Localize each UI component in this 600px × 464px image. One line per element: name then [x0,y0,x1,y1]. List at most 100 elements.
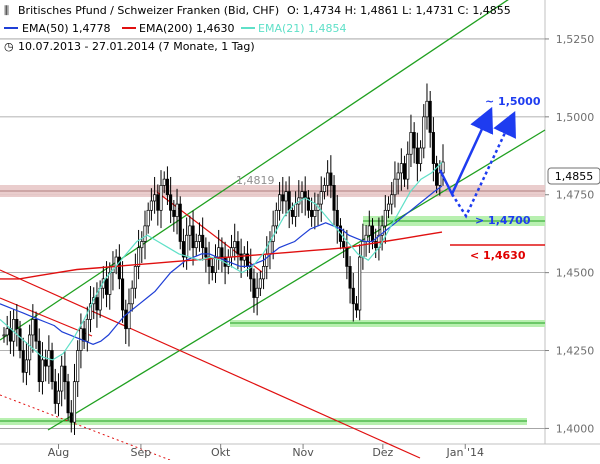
candle-body [438,172,442,186]
downtrend-line-dotted [0,394,171,461]
candle-body [130,287,134,305]
candle-body [412,132,416,149]
candle-body [383,209,387,227]
candle-body [370,225,375,242]
candle-body [233,241,237,249]
candle-body [15,319,19,330]
candle-body [201,234,205,249]
candle-body [329,172,333,186]
x-tick-label: Sep [131,446,152,459]
candle-body [5,328,9,336]
ema50-legend: EMA(50) 1,4778 [22,22,111,35]
candle-body [217,247,221,258]
candle-body [380,225,384,236]
candle-body [278,194,282,211]
candle-body [37,340,41,383]
candle-body [172,209,176,217]
last-price-label: 1,4855 [555,170,594,183]
candle-body [274,209,278,227]
candle-body [319,191,323,205]
candle-body [435,163,439,186]
candle-body [133,266,137,289]
candle-body [197,234,202,242]
x-axis: Aug Sep Okt Nov Dez Jan '14 [48,444,484,459]
candle-body [345,247,349,267]
clock-icon: ◷ [4,40,14,53]
label-level-1-4819: 1,4819 [236,174,275,187]
chart-title: Britisches Pfund / Schweizer Franken (Bi… [18,4,279,17]
x-tick-label: Nov [292,446,314,459]
candle-body [162,178,166,186]
period-label: 10.07.2013 - 27.01.2014 (7 Monate, 1 Tag… [18,40,255,53]
candle-body [396,172,400,180]
candle-body [188,225,192,236]
candle-body [149,200,153,211]
y-tick-label: 1,4000 [556,422,595,435]
header-legend: ⫼ Britisches Pfund / Schweizer Franken (… [4,4,511,53]
candle-body [181,241,185,258]
candle-body [367,225,371,236]
candle-body [76,350,80,383]
candle-body [210,266,214,273]
candle-body [364,234,368,242]
candle-body [220,247,224,258]
candle-body [431,132,435,164]
candle-body [281,194,285,202]
candle-body [229,247,234,258]
ema200-line [0,231,443,280]
candle-body [290,209,294,217]
y-tick-label: 1,4750 [556,189,595,202]
candle-body [108,272,112,295]
candle-body [40,359,45,383]
candle-body [402,163,407,180]
candle-body [44,359,48,367]
candle-body [175,203,179,217]
ohlc-values: O: 1,4734 H: 1,4861 L: 1,4731 C: 1,4855 [287,4,511,17]
candle-body [143,225,147,242]
candle-body [265,253,269,267]
candle-body [374,241,378,249]
candle-body [56,390,61,404]
y-tick-label: 1,4500 [556,267,595,280]
candle-body [393,178,397,196]
candle-body [249,266,253,280]
label-support-1-4700: > 1,4700 [475,214,531,227]
candle-body [322,185,326,192]
candle-body [351,287,355,305]
candle-body [34,319,38,342]
label-support-1-4630: < 1,4630 [470,249,526,262]
x-tick-label: Jan '14 [446,446,484,459]
candle-body [156,194,160,211]
x-tick-label: Aug [48,446,69,459]
x-tick-label: Dez [372,446,393,459]
candle-body [31,319,35,336]
target-path-dotted [450,110,516,219]
candle-body [409,132,413,155]
downtrend-line-3 [0,297,93,337]
candle-body [310,209,314,217]
candle-body [332,185,336,211]
candle-body [262,266,266,280]
candle-body [239,253,243,261]
candle-body [140,241,144,249]
last-price-tag [547,167,600,185]
ema200-legend: EMA(200) 1,4630 [139,22,235,35]
candle-body [24,359,28,373]
candle-body [159,185,163,211]
ema21-line [0,161,443,361]
x-tick-label: Okt [211,446,231,459]
bars-icon: ⫼ [4,4,9,17]
candle-body [85,319,89,342]
candle-body [354,303,359,311]
candle-body [53,381,57,404]
candle-body [415,147,419,164]
candle-body [104,278,109,295]
candle-body [419,147,423,164]
candles-layer [2,83,445,435]
candle-body [95,297,99,311]
candle-body [287,191,291,211]
candle-body [66,381,70,414]
candle-body [60,365,64,392]
